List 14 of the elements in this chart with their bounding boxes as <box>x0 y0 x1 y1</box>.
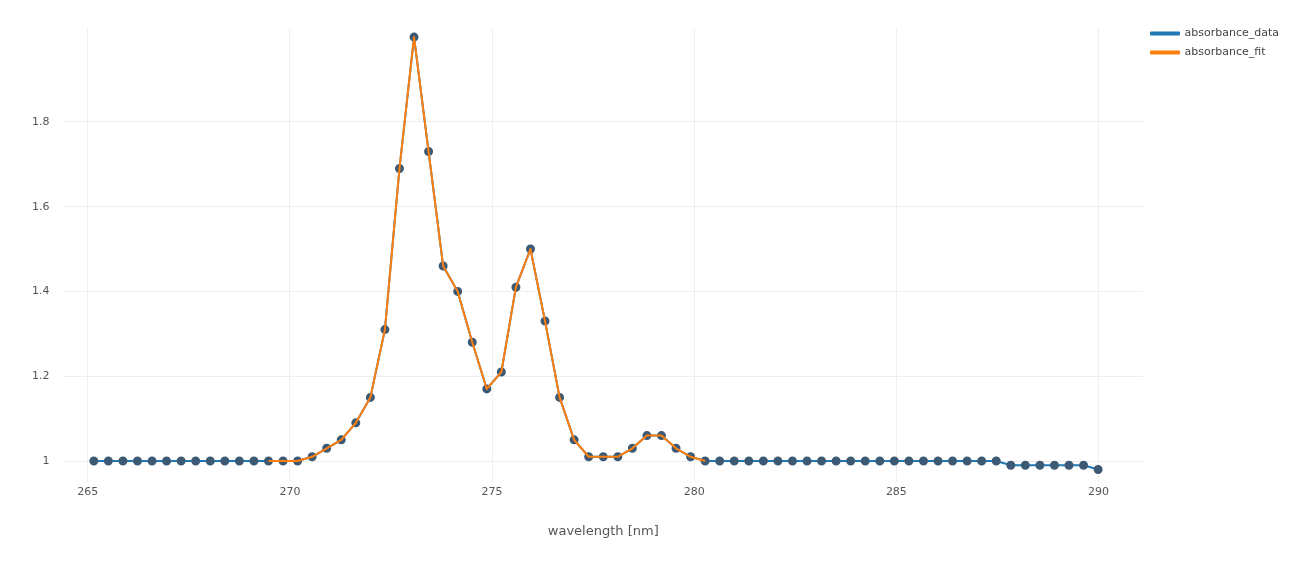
y-tick-label: 1 <box>42 453 50 467</box>
x-tick-label: 285 <box>885 484 907 498</box>
x-axis-title: wavelength [nm] <box>547 522 659 538</box>
legend-label: absorbance_data <box>1184 26 1280 40</box>
y-tick-label: 1.4 <box>31 284 50 298</box>
x-tick-label: 280 <box>683 484 705 498</box>
legend-label: absorbance_fit <box>1184 45 1267 59</box>
y-tick-label: 1.2 <box>31 369 50 383</box>
x-tick-label: 275 <box>481 484 503 498</box>
y-tick-label: 1.6 <box>31 199 50 213</box>
y-tick-label: 1.8 <box>31 114 50 128</box>
x-tick-label: 265 <box>77 484 99 498</box>
x-tick-label: 270 <box>279 484 301 498</box>
x-tick-label: 290 <box>1088 484 1110 498</box>
